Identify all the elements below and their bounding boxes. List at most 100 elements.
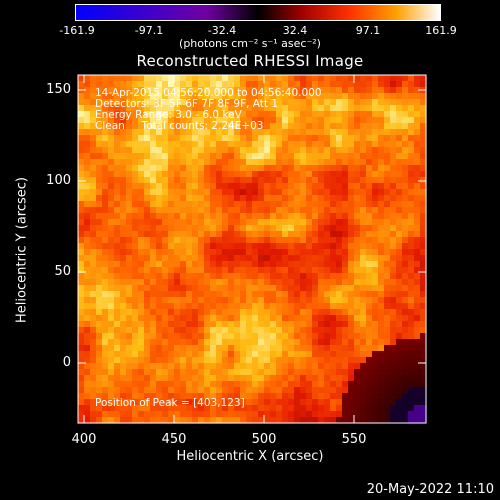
- heatmap-cell: [420, 339, 427, 346]
- heatmap-cell: [240, 297, 247, 304]
- heatmap-cell: [360, 237, 367, 244]
- heatmap-cell: [252, 255, 259, 262]
- heatmap-cell: [342, 99, 349, 106]
- heatmap-cell: [384, 345, 391, 352]
- heatmap-cell: [186, 81, 193, 88]
- heatmap-cell: [210, 171, 217, 178]
- heatmap-cell: [240, 291, 247, 298]
- heatmap-cell: [174, 267, 181, 274]
- heatmap-cell: [402, 87, 409, 94]
- heatmap-cell: [330, 81, 337, 88]
- heatmap-cell: [108, 81, 115, 88]
- heatmap-cell: [144, 135, 151, 142]
- heatmap-cell: [414, 231, 421, 238]
- heatmap-cell: [234, 75, 241, 82]
- heatmap-cell: [120, 363, 127, 370]
- heatmap-cell: [402, 363, 409, 370]
- heatmap-cell: [342, 159, 349, 166]
- heatmap-cell: [132, 327, 139, 334]
- heatmap-cell: [114, 105, 121, 112]
- heatmap-cell: [132, 303, 139, 310]
- heatmap-cell: [228, 105, 235, 112]
- heatmap-cell: [108, 165, 115, 172]
- heatmap-cell: [108, 267, 115, 274]
- heatmap-cell: [306, 141, 313, 148]
- heatmap-cell: [264, 261, 271, 268]
- heatmap-cell: [204, 171, 211, 178]
- heatmap-cell: [282, 405, 289, 412]
- heatmap-cell: [312, 405, 319, 412]
- heatmap-cell: [318, 387, 325, 394]
- heatmap-cell: [222, 135, 229, 142]
- heatmap-cell: [318, 327, 325, 334]
- heatmap-cell: [288, 381, 295, 388]
- heatmap-cell: [318, 417, 325, 424]
- heatmap-cell: [300, 273, 307, 280]
- heatmap-cell: [378, 93, 385, 100]
- heatmap-cell: [222, 279, 229, 286]
- heatmap-cell: [258, 369, 265, 376]
- heatmap-cell: [342, 393, 349, 400]
- heatmap-cell: [114, 111, 121, 118]
- heatmap-cell: [234, 123, 241, 130]
- heatmap-cell: [246, 291, 253, 298]
- heatmap-cell: [300, 231, 307, 238]
- heatmap-cell: [108, 135, 115, 142]
- heatmap-cell: [348, 243, 355, 250]
- heatmap-cell: [90, 159, 97, 166]
- heatmap-cell: [324, 237, 331, 244]
- heatmap-cell: [84, 123, 91, 130]
- heatmap-cell: [264, 333, 271, 340]
- heatmap-cell: [396, 153, 403, 160]
- heatmap-cell: [312, 225, 319, 232]
- heatmap-cell: [330, 147, 337, 154]
- heatmap-cell: [234, 381, 241, 388]
- heatmap-cell: [78, 339, 85, 346]
- heatmap-cell: [222, 111, 229, 118]
- heatmap-cell: [354, 357, 361, 364]
- heatmap-cell: [204, 363, 211, 370]
- heatmap-cell: [84, 111, 91, 118]
- heatmap-cell: [156, 135, 163, 142]
- heatmap-cell: [372, 195, 379, 202]
- heatmap-cell: [258, 177, 265, 184]
- heatmap-cell: [102, 207, 109, 214]
- heatmap-cell: [360, 363, 367, 370]
- heatmap-cell: [156, 345, 163, 352]
- heatmap-cell: [216, 207, 223, 214]
- heatmap-cell: [228, 279, 235, 286]
- heatmap-cell: [372, 183, 379, 190]
- heatmap-cell: [276, 159, 283, 166]
- heatmap-cell: [408, 111, 415, 118]
- heatmap-cell: [378, 183, 385, 190]
- heatmap-cell: [150, 129, 157, 136]
- heatmap-cell: [246, 207, 253, 214]
- heatmap-cell: [414, 309, 421, 316]
- heatmap-cell: [162, 369, 169, 376]
- heatmap-cell: [252, 117, 259, 124]
- heatmap-cell: [354, 201, 361, 208]
- heatmap-cell: [222, 363, 229, 370]
- heatmap-cell: [228, 165, 235, 172]
- heatmap-cell: [300, 165, 307, 172]
- heatmap-cell: [372, 105, 379, 112]
- heatmap-cell: [252, 147, 259, 154]
- heatmap-cell: [276, 201, 283, 208]
- heatmap-cell: [216, 201, 223, 208]
- heatmap-cell: [78, 291, 85, 298]
- heatmap-cell: [312, 195, 319, 202]
- heatmap-cell: [294, 141, 301, 148]
- heatmap-cell: [348, 105, 355, 112]
- heatmap-cell: [198, 237, 205, 244]
- heatmap-cell: [234, 117, 241, 124]
- heatmap-cell: [414, 213, 421, 220]
- heatmap-cell: [264, 177, 271, 184]
- heatmap-cell: [240, 417, 247, 424]
- heatmap-cell: [276, 381, 283, 388]
- heatmap-cell: [150, 171, 157, 178]
- heatmap-cell: [234, 291, 241, 298]
- heatmap-cell: [402, 381, 409, 388]
- heatmap-cell: [192, 363, 199, 370]
- heatmap-cell: [168, 375, 175, 382]
- heatmap-cell: [312, 189, 319, 196]
